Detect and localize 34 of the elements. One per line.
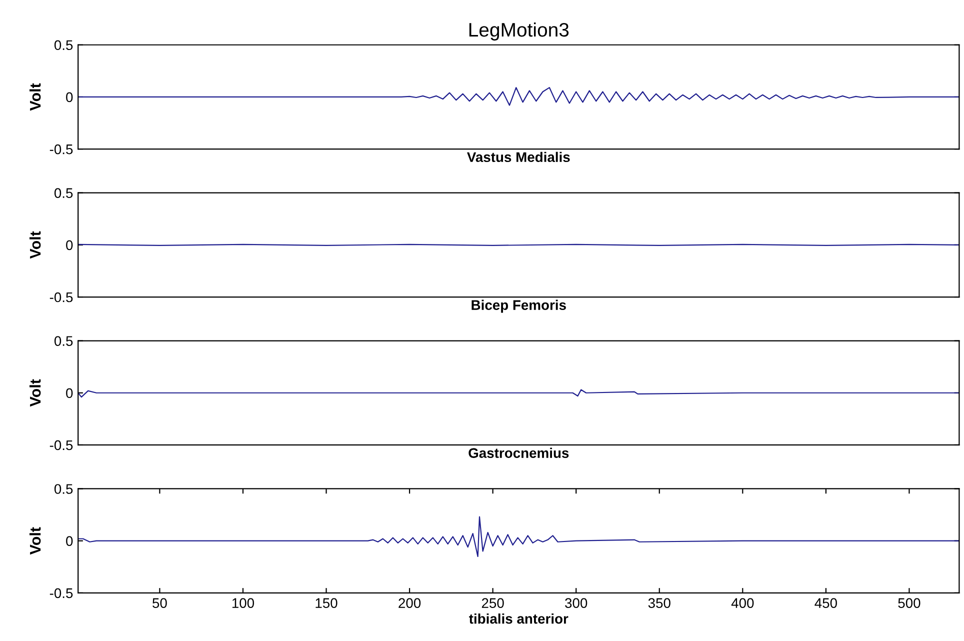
- x-tick-label: 50: [152, 598, 167, 608]
- y-tick-label: 0: [66, 240, 73, 250]
- x-axis-title: Bicep Femoris: [472, 300, 566, 313]
- x-tick-label: 400: [731, 598, 754, 608]
- y-tick-label: 0: [66, 92, 73, 102]
- y-tick-label: 0: [66, 388, 73, 398]
- line-series: [78, 87, 960, 106]
- line-series: [78, 389, 960, 398]
- y-tick-label: 0: [66, 536, 73, 546]
- y-tick-label: 0.5: [54, 336, 73, 346]
- y-tick-label: -0.5: [50, 292, 73, 302]
- y-tick-label: 0.5: [54, 188, 73, 198]
- x-tick-label: 300: [565, 598, 588, 608]
- x-tick-label: 200: [398, 598, 421, 608]
- y-axis-title: Volt: [29, 83, 41, 111]
- x-tick-label: 150: [316, 598, 338, 608]
- x-axis-title: tibialis anterior: [469, 614, 568, 624]
- y-tick-label: 0.5: [54, 484, 73, 494]
- x-tick-label: 100: [232, 598, 254, 608]
- y-axis-title: Volt: [29, 527, 41, 555]
- y-tick-label: -0.5: [50, 440, 73, 450]
- x-tick-label: 350: [648, 598, 670, 608]
- x-axis-title: Vastus Medialis: [467, 152, 570, 162]
- y-tick-label: -0.5: [50, 588, 73, 598]
- y-axis-title: Volt: [29, 379, 41, 407]
- line-series: [78, 516, 960, 558]
- y-axis-title: Volt: [29, 231, 41, 259]
- chart-title: LegMotion3: [469, 22, 569, 41]
- y-tick-label: 0.5: [54, 40, 73, 50]
- y-tick-label: -0.5: [50, 144, 73, 154]
- x-tick-label: 250: [482, 598, 504, 608]
- x-tick-label: 450: [814, 598, 837, 608]
- x-axis-title: Gastrocnemius: [468, 448, 569, 458]
- x-tick-label: 500: [898, 598, 920, 608]
